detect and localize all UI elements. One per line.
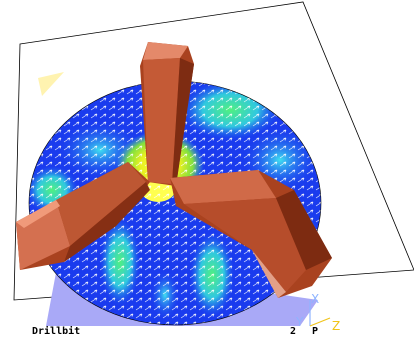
dataset-title: Drillbit	[32, 326, 81, 337]
ground-plane	[13, 1, 414, 301]
frame-number: 2	[290, 326, 297, 337]
axes-triad[interactable]: X Y Z	[295, 292, 340, 333]
corner-marker-icon	[38, 72, 64, 96]
axis-z-label: Z	[332, 319, 340, 333]
axis-y-label: Y	[295, 315, 304, 329]
projection-mode: P	[312, 326, 319, 337]
drill-blade-left[interactable]	[16, 162, 150, 270]
drill-blade-right[interactable]	[170, 170, 332, 298]
flow-disk[interactable]	[26, 80, 321, 325]
drill-blade-top[interactable]	[140, 42, 194, 186]
axis-x-label: X	[311, 292, 319, 306]
